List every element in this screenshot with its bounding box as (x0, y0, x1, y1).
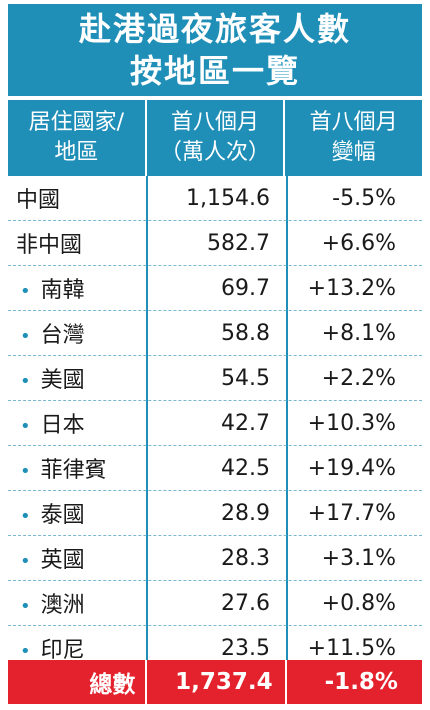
table-row: • 美國 54.5 +2.2% (8, 356, 422, 401)
header-region-line-2: 地區 (54, 140, 99, 165)
region-name: 中國 (8, 182, 146, 214)
header-region-line-1: 居住國家/ (28, 110, 125, 135)
table-row: • 澳洲 27.6 +0.8% (8, 581, 422, 626)
change-percent: +17.7% (307, 500, 396, 526)
table-title: 赴港過夜旅客人數 按地區一覽 (8, 4, 422, 96)
header-region: 居住國家/ 地區 (8, 100, 145, 176)
visitor-count: 28.3 (221, 545, 270, 571)
change-percent: +13.2% (307, 275, 396, 301)
table-row: 中國 1,154.6 -5.5% (8, 176, 422, 221)
total-row: 總數 1,737.4 -1.8% (8, 660, 422, 704)
region-name-text: 美國 (40, 368, 85, 393)
column-divider (146, 176, 148, 660)
total-change: -1.8% (286, 660, 422, 704)
table-row: • 印尼 23.5 +11.5% (8, 626, 422, 671)
header-change-line-1: 首八個月 (309, 110, 398, 135)
change-percent: +10.3% (307, 410, 396, 436)
region-name-text: 中國 (16, 188, 61, 213)
table-row: • 南韓 69.7 +13.2% (8, 266, 422, 311)
region-name-text: 英國 (40, 548, 85, 573)
visitor-count: 42.7 (221, 410, 270, 436)
change-percent: +2.2% (321, 365, 396, 391)
column-divider (286, 176, 288, 660)
region-name: • 南韓 (8, 272, 146, 304)
visitor-count: 69.7 (221, 275, 270, 301)
bullet-icon: • (20, 551, 31, 572)
change-percent: +8.1% (321, 320, 396, 346)
bullet-icon: • (20, 371, 31, 392)
title-line-2: 按地區一覽 (129, 52, 300, 90)
header-visitors-line-1: 首八個月 (170, 110, 259, 135)
table-body: 中國 1,154.6 -5.5% 非中國 582.7 +6.6% • 南韓 69.7 +13.2%… (8, 176, 422, 671)
region-name: • 印尼 (8, 632, 146, 664)
total-divider (145, 660, 148, 704)
table-row: 非中國 582.7 +6.6% (8, 221, 422, 266)
header-divider (144, 100, 147, 176)
change-percent: -5.5% (332, 185, 396, 211)
header-visitors-line-2: （萬人次） (159, 140, 270, 165)
region-name-text: 泰國 (40, 503, 85, 528)
region-name: 非中國 (8, 227, 146, 259)
region-name-text: 台灣 (40, 323, 85, 348)
region-name-text: 澳洲 (40, 593, 85, 618)
header-divider (283, 100, 286, 176)
table-row: • 台灣 58.8 +8.1% (8, 311, 422, 356)
region-name-text: 菲律賓 (40, 458, 107, 483)
table-row: • 泰國 28.9 +17.7% (8, 491, 422, 536)
bullet-icon: • (20, 506, 31, 527)
table-row: • 日本 42.7 +10.3% (8, 401, 422, 446)
title-line-1: 赴港過夜旅客人數 (78, 10, 351, 48)
region-name-text: 日本 (40, 413, 85, 438)
header-change: 首八個月 變幅 (285, 100, 422, 176)
bullet-icon: • (20, 596, 31, 617)
visitor-count: 54.5 (221, 365, 270, 391)
change-percent: +6.6% (321, 230, 396, 256)
bullet-icon: • (20, 461, 31, 482)
total-value: 1,737.4 (147, 660, 285, 704)
visitor-count: 28.9 (221, 500, 270, 526)
region-name: • 日本 (8, 407, 146, 439)
change-percent: +19.4% (307, 455, 396, 481)
region-name: • 美國 (8, 362, 146, 394)
region-name-text: 非中國 (16, 233, 83, 258)
header-change-line-2: 變幅 (331, 140, 376, 165)
change-percent: +3.1% (321, 545, 396, 571)
region-name: • 泰國 (8, 497, 146, 529)
total-label: 總數 (8, 660, 146, 704)
bullet-icon: • (20, 281, 31, 302)
header-visitors: 首八個月 （萬人次） (147, 100, 284, 176)
visitor-count: 58.8 (221, 320, 270, 346)
bullet-icon: • (20, 641, 31, 662)
change-percent: +11.5% (307, 635, 396, 661)
table-header: 居住國家/ 地區 首八個月 （萬人次） 首八個月 變幅 (8, 100, 422, 176)
table-row: • 英國 28.3 +3.1% (8, 536, 422, 581)
table-row: • 菲律賓 42.5 +19.4% (8, 446, 422, 491)
visitor-count: 1,154.6 (186, 185, 270, 211)
region-name-text: 南韓 (40, 278, 85, 303)
visitor-count: 27.6 (221, 590, 270, 616)
region-name: • 台灣 (8, 317, 146, 349)
bullet-icon: • (20, 326, 31, 347)
region-name-text: 印尼 (40, 638, 85, 663)
region-name: • 澳洲 (8, 587, 146, 619)
total-divider (284, 660, 287, 704)
region-name: • 英國 (8, 542, 146, 574)
visitor-count: 582.7 (207, 230, 270, 256)
region-name: • 菲律賓 (8, 452, 146, 484)
visitor-count: 42.5 (221, 455, 270, 481)
visitor-count: 23.5 (221, 635, 270, 661)
bullet-icon: • (20, 416, 31, 437)
change-percent: +0.8% (321, 590, 396, 616)
